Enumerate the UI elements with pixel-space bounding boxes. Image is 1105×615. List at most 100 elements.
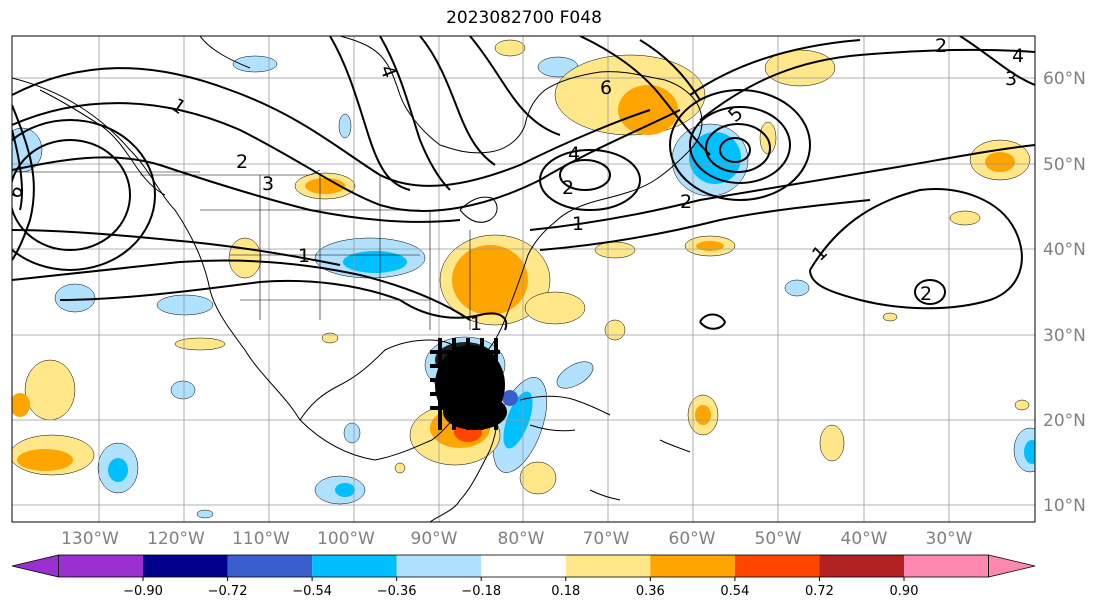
contour-label: 1 [298,245,310,267]
pos-patch [594,241,636,259]
lat-label: 10°N [1043,496,1086,516]
lon-label: 130°W [61,529,119,549]
lon-label: 110°W [232,529,290,549]
neg-patch [338,113,352,139]
contour-label: 3 [1005,68,1017,90]
neg-patch [170,380,196,400]
lon-label: 60°W [669,529,716,549]
colorbar-tick-label: −0.72 [208,584,248,599]
latitude-labels: 60°N 50°N 40°N 30°N 20°N 10°N [1043,69,1086,516]
lon-label: 120°W [147,529,205,549]
colorbar-tick-label: 0.90 [890,584,919,599]
colorbar-segment [312,555,397,577]
colorbar-segment [565,555,651,577]
pos-patch [17,449,73,471]
pos-patch [305,178,345,194]
colorbar-tick-label: −0.36 [377,584,417,599]
pos-patch [174,337,226,351]
colorbar-tick-label: −0.90 [123,584,163,599]
contour-label: 1 [470,313,482,335]
neg-patch [335,483,355,497]
pos-patch [695,405,711,425]
pos-patch [321,332,339,344]
map-frame [11,35,1036,523]
colorbar-tick-label: −0.54 [292,584,332,599]
colorbar-extend-high [988,554,1036,578]
storm-track-markers [430,338,507,430]
pos-patch [696,241,724,251]
colorbar-extend-low [11,554,59,578]
colorbar-tick-label: 0.36 [636,584,665,599]
neg-patch [108,458,128,482]
neg-patch [1024,440,1035,464]
pos-patch [24,359,76,421]
neg-patch [232,55,278,73]
pos-patch [494,39,526,57]
colorbar-tick-label: 0.72 [805,584,834,599]
pos-patch [764,49,836,87]
colorbar-tick-label: 0.54 [720,584,749,599]
neg-patch [343,251,407,273]
lon-label: 100°W [317,529,375,549]
track-marker [435,342,495,378]
contour-label: 2 [236,151,248,173]
colorbar-segment [58,555,143,577]
lat-label: 60°N [1043,69,1086,89]
neg-patch [502,390,518,406]
colorbar-segment [650,555,735,577]
contour-label: 3 [262,173,274,195]
lat-label: 20°N [1043,411,1086,431]
height-contours [12,36,1035,331]
track-marker [443,394,507,430]
contour-label: 2 [920,283,932,305]
pos-patch [949,210,981,226]
colorbar-segment [481,555,566,577]
contour-label: 1 [572,213,584,235]
colorbar: −0.90 −0.72 −0.54 −0.36 −0.18 0.18 0.36 0.54 0.7… [11,554,1036,599]
pos-patch [394,462,406,474]
colorbar-segment [734,555,820,577]
contour-label: 6 [600,77,612,99]
lon-label: 50°W [755,529,802,549]
neg-patch [196,509,214,519]
contour-label: 2 [562,177,574,199]
pos-patch [1014,399,1030,411]
neg-patch [556,361,594,389]
pos-patch [12,393,30,417]
pos-patch [524,291,586,325]
lat-label: 50°N [1043,155,1086,175]
contour-label: 2 [680,191,692,213]
pos-patch [228,237,262,279]
graticule [12,36,1035,522]
neg-patch [54,283,96,313]
lat-label: 40°N [1043,240,1086,260]
pos-patch [519,461,557,495]
lon-label: 90°W [411,529,458,549]
neg-patch [784,279,810,297]
colorbar-segment [143,555,228,577]
pos-patch [985,152,1015,172]
colorbar-tick-label: −0.18 [461,584,501,599]
colorbar-segment [396,555,482,577]
longitude-labels: 130°W 120°W 110°W 100°W 90°W 80°W 70°W 6… [61,529,973,549]
lat-label: 30°N [1043,326,1086,346]
neg-patch [343,422,361,444]
lon-label: 70°W [583,529,630,549]
pos-patch [819,424,845,462]
colorbar-segment [904,555,989,577]
contour-label: 4 [1012,45,1024,67]
pos-patch [452,245,528,315]
colorbar-tick-label: 0.18 [551,584,580,599]
pos-patch [882,312,898,322]
lon-label: 30°W [926,529,973,549]
contour-label: 4 [568,143,580,165]
colorbar-outline [58,554,989,578]
neg-patch [156,294,214,316]
colorbar-segment [227,555,313,577]
lon-label: 80°W [498,529,545,549]
state-borders [12,169,471,330]
colorbar-segment [819,555,904,577]
lon-label: 40°W [841,529,888,549]
plot-title: 2023082700 F048 [446,8,602,28]
